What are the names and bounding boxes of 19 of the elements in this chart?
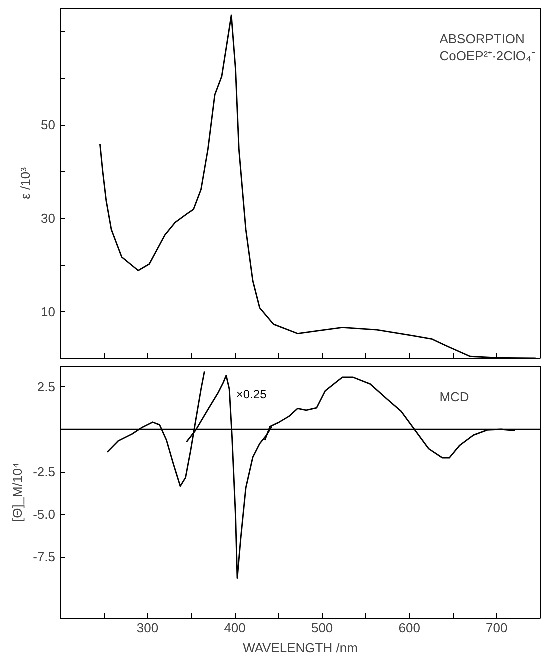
x-tick-label: 400 bbox=[224, 620, 246, 636]
x-tick-label: 500 bbox=[311, 620, 334, 636]
x-axis-title: WAVELENGTH /nm bbox=[243, 640, 358, 656]
x-tick-label: 600 bbox=[398, 620, 420, 636]
annotation: MCD bbox=[440, 390, 470, 404]
series-label: ×0.25 bbox=[236, 388, 268, 402]
y-axis-title: ε /10³ bbox=[18, 166, 34, 200]
y-axis-title: [Θ]_M/10⁴ bbox=[10, 462, 26, 522]
y-tick-label: 2.5 bbox=[37, 379, 56, 394]
x-tick-label: 700 bbox=[486, 620, 508, 636]
annotation: ABSORPTION bbox=[440, 32, 525, 46]
x-tick-label: 300 bbox=[136, 620, 159, 636]
y-tick-label: 30 bbox=[41, 211, 56, 226]
y-tick-label: -7.5 bbox=[33, 550, 56, 565]
y-tick-label: -5.0 bbox=[33, 507, 56, 522]
annotation: CoOEP²⁺·2ClO₄⁻ bbox=[440, 48, 536, 64]
y-tick-label: 10 bbox=[41, 304, 56, 320]
y-tick-label: 50 bbox=[41, 118, 56, 133]
y-tick-label: -2.5 bbox=[33, 464, 56, 480]
